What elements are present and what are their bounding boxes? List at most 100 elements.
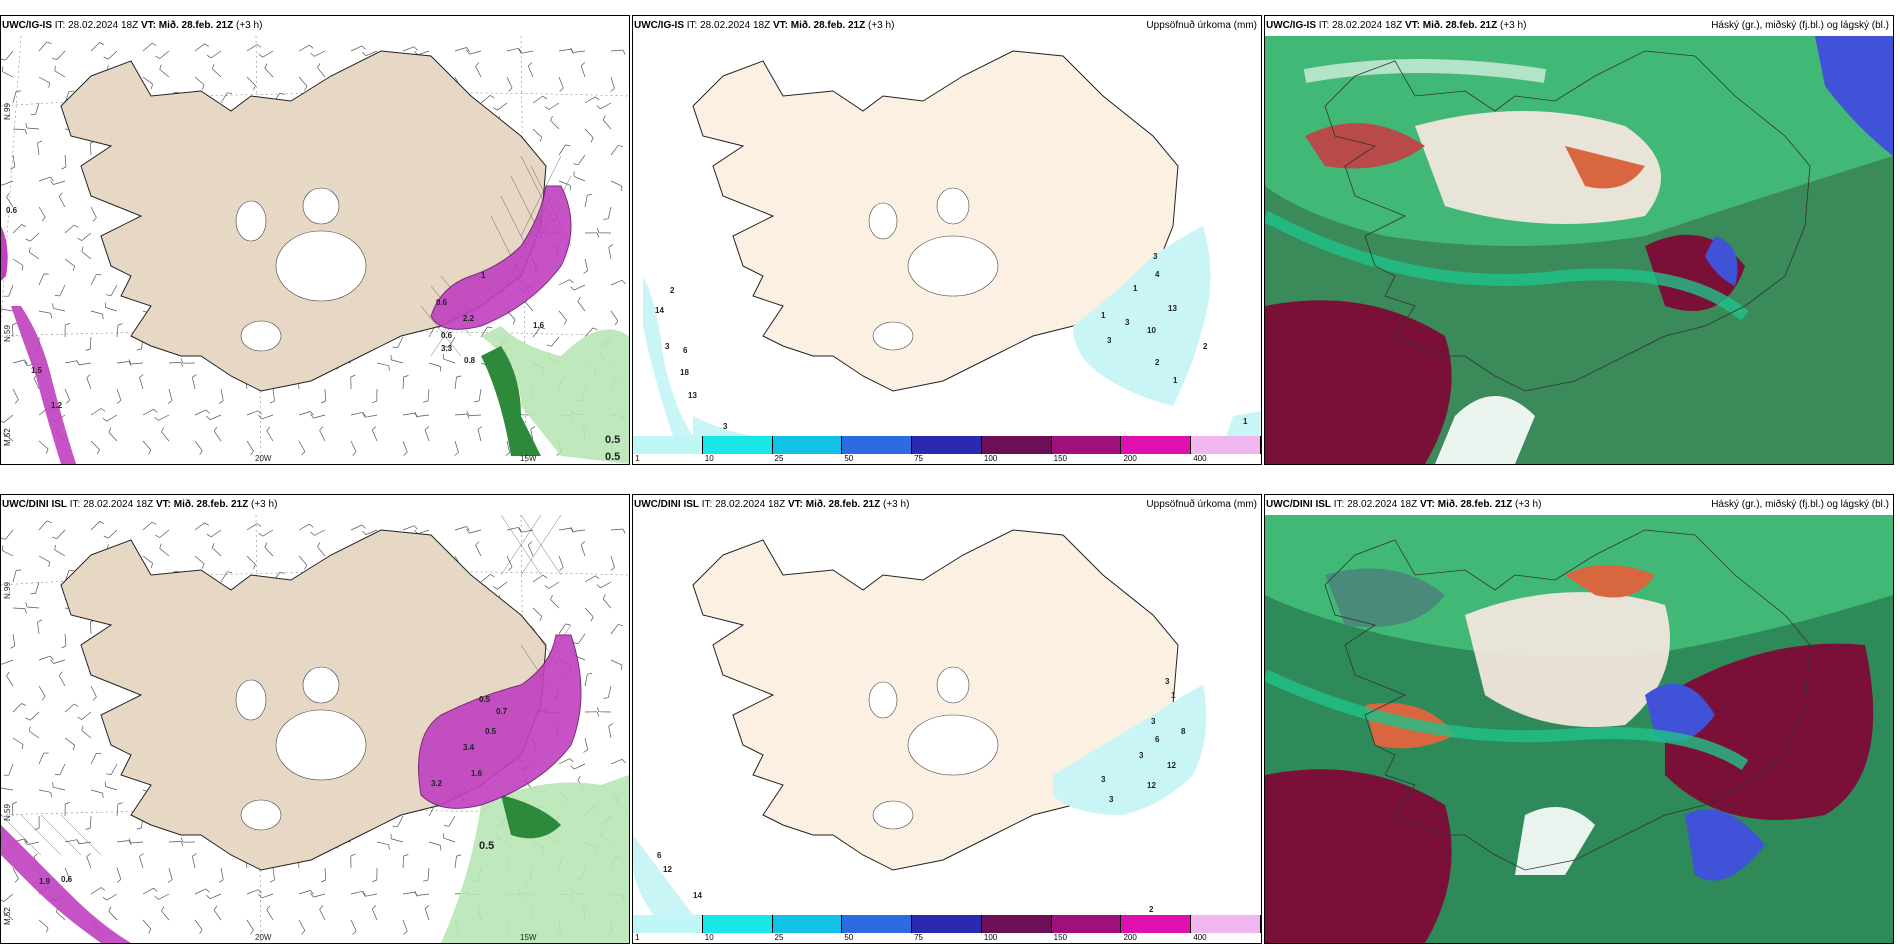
wind-barb-flag [618,145,624,148]
wind-barb [610,624,619,635]
wind-barb [142,887,154,895]
wind-barb [558,527,571,531]
wind-barb [298,76,308,87]
wind-barb-flag [540,327,546,330]
snow-value: 0.7 [496,707,508,716]
wind-barb [38,919,49,929]
legend-swatch [981,915,1052,933]
wind-barb [313,414,326,419]
wind-barb [468,414,482,416]
wind-barb-flag [371,879,377,883]
wind-barb-flag [559,566,564,571]
wind-barb-flag [154,416,159,421]
legend-swatch [633,436,703,454]
precip-value: 2 [1203,342,1208,351]
wind-barb-flag [317,542,321,547]
wind-barb-flag [362,412,366,417]
wind-barb [324,388,326,402]
wind-barb-flag [218,879,224,883]
wind-barb [246,440,254,452]
wind-barb [558,76,564,89]
wind-barb-flag [154,895,159,900]
wind-barb-flag [319,905,324,910]
snow-value: 3.3 [441,344,453,353]
wind-barb-flag [266,426,271,431]
wind-barb [12,737,24,745]
wind-barb [12,359,25,364]
wind-barb-flag [3,428,6,434]
wind-barb [53,180,66,185]
wind-barb-flag [266,905,271,910]
wind-barb-flag [528,62,533,67]
wind-barb [12,388,19,400]
legend-label: 150 [1053,933,1068,942]
wind-barb [209,893,222,900]
wind-barb [506,76,513,89]
wind-barb-flag [250,929,254,935]
wind-barb [142,408,154,416]
wind-barb [12,633,16,646]
wind-barb-flag [583,749,588,753]
wind-barb-flag [81,246,84,252]
wind-barb [298,44,310,52]
wind-barb [64,633,67,647]
wind-barb [3,433,14,442]
wind-barb-flag [52,536,57,540]
wind-barb [506,526,519,531]
wind-barb-flag [50,792,52,798]
wind-barb-flag [493,586,498,590]
wind-barb [417,414,430,417]
wind-barb [64,224,75,234]
legend-swatch [1121,436,1192,454]
wind-barb-flag [361,45,366,50]
wind-barb [246,76,256,86]
wind-barb-flag [518,527,522,533]
wind-barb [38,685,46,697]
wind-barb-flag [102,314,104,320]
wind-barb [313,893,326,898]
wind-barb-flag [21,224,27,227]
legend-label: 10 [704,933,714,942]
wind-barb-flag [603,697,609,699]
panel-header: UWC/DINI ISL IT: 28.02.2024 18Z VT: Mið.… [634,499,910,510]
wind-barb [90,789,103,794]
wind-barb-flag [319,426,324,431]
wind-barb-flag [530,426,536,430]
wind-barb-flag [456,375,462,378]
wind-barb [81,251,92,260]
wind-barb-flag [622,528,626,534]
wind-barb-flag [388,365,390,371]
legend-swatch [1191,436,1261,454]
snow-value: 1.6 [533,321,545,330]
wind-barb-flag [256,44,262,48]
wind-barb-flag [1,183,3,186]
wind-barb [194,43,205,52]
wind-barb-flag [490,95,495,99]
wind-barb-flag [309,523,314,528]
wind-barb-flag [622,49,626,55]
wind-barb [158,893,170,900]
wind-barb-flag [279,571,285,574]
wind-barb-flag [52,303,54,309]
wind-barb-flag [320,400,326,404]
wind-barb-flag [518,48,522,54]
wind-barb [86,856,92,869]
wind-barb-flag [85,827,91,830]
wind-barb [28,730,40,739]
wind-barb [194,440,203,451]
wind-barb-flag [372,426,377,431]
land-mass [692,529,1179,871]
wind-barb-flag [403,930,408,935]
wind-barb [1,659,14,665]
wind-barb-flag [106,773,112,775]
wind-barb-flag [587,194,593,196]
wind-barb [246,523,258,531]
wind-barb-flag [25,123,28,129]
wind-barb [12,91,17,104]
wind-barb-flag [33,853,38,858]
wind-barb-flag [466,526,470,531]
wind-barb [550,120,560,130]
wind-barb-flag [362,530,367,535]
wind-barb [266,430,274,442]
wind-barb [402,525,415,531]
